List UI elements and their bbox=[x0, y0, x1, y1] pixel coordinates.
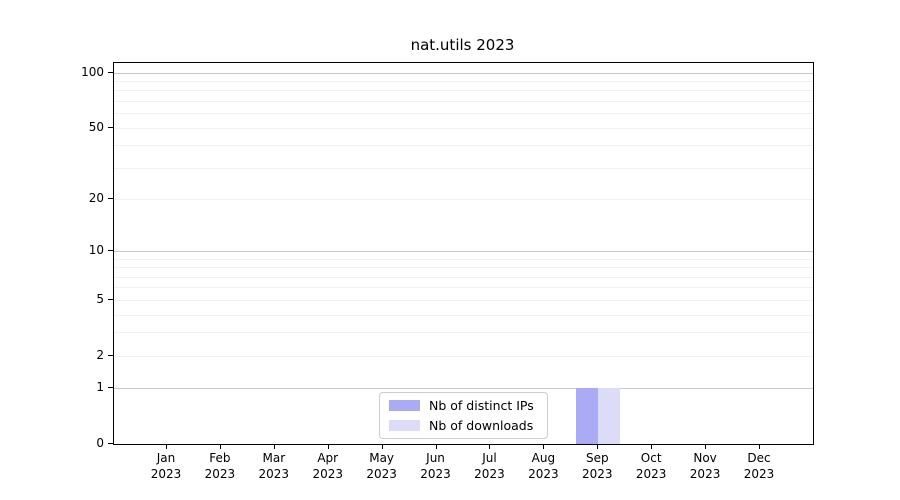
chart-title: nat.utils 2023 bbox=[410, 36, 515, 54]
minor-gridline bbox=[114, 90, 813, 92]
minor-gridline bbox=[114, 299, 813, 301]
y-tick-label: 1 bbox=[96, 380, 104, 395]
legend-swatch-downloads bbox=[389, 420, 420, 431]
x-tick-year: 2023 bbox=[204, 467, 236, 481]
x-tick-month: Mar bbox=[262, 451, 286, 465]
y-tick-mark bbox=[108, 126, 113, 128]
y-tick-mark bbox=[108, 298, 113, 300]
plot-area bbox=[113, 62, 814, 445]
y-tick-label: 50 bbox=[88, 119, 104, 134]
x-tick-label: Oct 2023 bbox=[619, 450, 683, 482]
x-tick-label: Apr 2023 bbox=[296, 450, 360, 482]
y-tick-mark bbox=[108, 71, 113, 73]
x-tick-year: 2023 bbox=[743, 467, 775, 481]
x-tick-year: 2023 bbox=[689, 467, 721, 481]
x-tick-month: Aug bbox=[531, 451, 556, 465]
x-tick-label: Sep 2023 bbox=[565, 450, 629, 482]
major-gridline bbox=[114, 251, 813, 253]
x-tick-month: Jul bbox=[482, 451, 497, 465]
y-tick-label: 5 bbox=[96, 291, 104, 306]
x-tick-label: Feb 2023 bbox=[188, 450, 252, 482]
y-tick-mark bbox=[108, 354, 113, 356]
minor-gridline bbox=[114, 287, 813, 289]
legend-label: Nb of downloads bbox=[429, 418, 534, 433]
x-tick-year: 2023 bbox=[366, 467, 397, 481]
x-tick-mark bbox=[597, 444, 599, 449]
x-tick-year: 2023 bbox=[581, 467, 613, 481]
x-tick-label: Aug 2023 bbox=[511, 450, 575, 482]
minor-gridline bbox=[114, 314, 813, 316]
major-gridline bbox=[114, 72, 813, 74]
x-tick-year: 2023 bbox=[150, 467, 182, 481]
x-tick-mark bbox=[705, 444, 707, 449]
x-tick-year: 2023 bbox=[528, 467, 559, 481]
y-tick-label: 0 bbox=[96, 436, 104, 450]
legend-label: Nb of distinct IPs bbox=[429, 398, 534, 413]
legend: Nb of distinct IPs Nb of downloads bbox=[379, 392, 548, 439]
x-tick-mark bbox=[219, 444, 221, 449]
minor-gridline bbox=[114, 113, 813, 115]
x-tick-label: Mar 2023 bbox=[242, 450, 306, 482]
minor-gridline bbox=[114, 145, 813, 147]
minor-gridline bbox=[114, 332, 813, 334]
minor-gridline bbox=[114, 258, 813, 260]
bar-nb-of-distinct-ips bbox=[576, 388, 599, 444]
y-tick-mark bbox=[108, 443, 113, 444]
x-tick-mark bbox=[327, 444, 329, 449]
legend-item: Nb of distinct IPs bbox=[389, 397, 547, 414]
x-tick-mark bbox=[651, 444, 653, 449]
y-tick-label: 100 bbox=[81, 64, 104, 79]
x-tick-mark bbox=[381, 444, 383, 449]
legend-item: Nb of downloads bbox=[389, 417, 547, 434]
x-tick-mark bbox=[489, 444, 491, 449]
x-tick-month: Oct bbox=[640, 451, 662, 465]
minor-gridline bbox=[114, 101, 813, 103]
x-tick-mark bbox=[166, 444, 167, 449]
x-tick-mark bbox=[273, 444, 275, 449]
x-tick-year: 2023 bbox=[420, 467, 451, 481]
x-tick-year: 2023 bbox=[474, 467, 505, 481]
bar-nb-of-downloads bbox=[598, 388, 621, 444]
y-tick-mark bbox=[108, 198, 113, 200]
x-tick-label: Nov 2023 bbox=[673, 450, 737, 482]
minor-gridline bbox=[114, 267, 813, 269]
x-tick-month: Apr bbox=[317, 451, 339, 465]
minor-gridline bbox=[114, 127, 813, 129]
x-tick-month: Sep bbox=[585, 451, 609, 465]
minor-gridline bbox=[114, 199, 813, 201]
y-tick-label: 2 bbox=[96, 347, 104, 362]
x-tick-year: 2023 bbox=[635, 467, 667, 481]
x-tick-month: Jun bbox=[426, 451, 445, 465]
x-tick-mark bbox=[759, 444, 760, 449]
x-tick-mark bbox=[543, 444, 545, 449]
x-tick-month: Dec bbox=[747, 451, 771, 465]
y-tick-label: 10 bbox=[88, 243, 104, 258]
minor-gridline bbox=[114, 355, 813, 357]
y-tick-mark bbox=[108, 387, 113, 389]
major-gridline bbox=[114, 388, 813, 390]
x-tick-label: Dec 2023 bbox=[727, 450, 791, 482]
x-tick-year: 2023 bbox=[258, 467, 290, 481]
x-tick-month: Jan bbox=[156, 451, 176, 465]
x-tick-month: Nov bbox=[693, 451, 717, 465]
x-tick-label: May 2023 bbox=[350, 450, 414, 482]
x-tick-label: Jul 2023 bbox=[457, 450, 521, 482]
x-tick-month: May bbox=[369, 451, 395, 465]
x-tick-year: 2023 bbox=[312, 467, 343, 481]
y-tick-label: 20 bbox=[88, 191, 104, 206]
minor-gridline bbox=[114, 276, 813, 278]
x-tick-month: Feb bbox=[209, 451, 231, 465]
legend-swatch-distinct-ips bbox=[389, 400, 420, 411]
x-tick-label: Jan 2023 bbox=[134, 450, 198, 482]
minor-gridline bbox=[114, 167, 813, 169]
x-tick-label: Jun 2023 bbox=[404, 450, 468, 482]
y-tick-mark bbox=[108, 250, 113, 252]
x-tick-mark bbox=[435, 444, 437, 449]
minor-gridline bbox=[114, 81, 813, 83]
